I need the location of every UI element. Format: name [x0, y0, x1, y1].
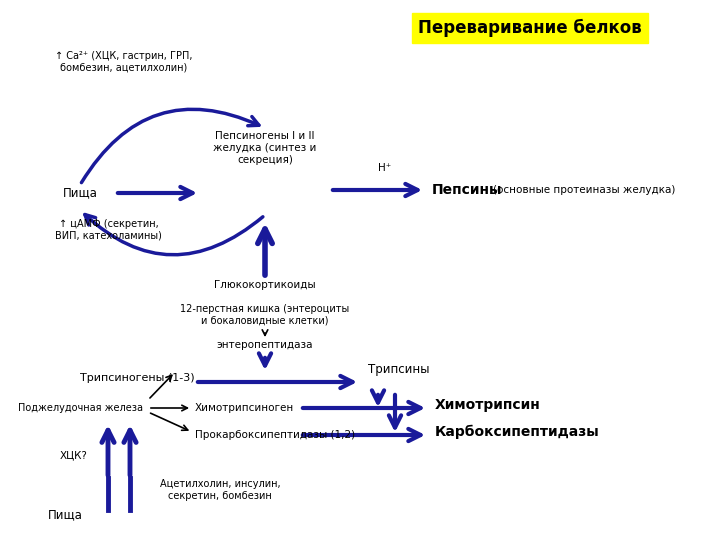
- Text: Поджелудочная железа: Поджелудочная железа: [18, 403, 143, 413]
- Text: Переваривание белков: Переваривание белков: [418, 19, 642, 37]
- Text: Прокарбоксипептидазы (1,2): Прокарбоксипептидазы (1,2): [195, 430, 355, 440]
- Text: энтеропептидаза: энтеропептидаза: [217, 340, 313, 350]
- Text: Ацетилхолин, инсулин,
секретин, бомбезин: Ацетилхолин, инсулин, секретин, бомбезин: [160, 479, 281, 501]
- Text: Пепсины: Пепсины: [432, 183, 503, 197]
- FancyArrowPatch shape: [81, 109, 259, 183]
- Text: Пища: Пища: [48, 509, 83, 522]
- Text: Карбоксипептидазы: Карбоксипептидазы: [435, 425, 600, 439]
- Text: Пища: Пища: [63, 186, 97, 199]
- Text: Трипсиногены (1-3): Трипсиногены (1-3): [80, 373, 194, 383]
- Text: Пепсиногены I и II
желудка (синтез и
секреция): Пепсиногены I и II желудка (синтез и сек…: [213, 131, 317, 165]
- Text: ↑ цАМФ (секретин,
ВИП, катехоламины): ↑ цАМФ (секретин, ВИП, катехоламины): [55, 219, 162, 241]
- Text: Трипсины: Трипсины: [368, 363, 430, 376]
- Text: ↑ Ca²⁺ (ХЦК, гастрин, ГРП,
бомбезин, ацетилхолин): ↑ Ca²⁺ (ХЦК, гастрин, ГРП, бомбезин, аце…: [55, 51, 192, 73]
- Text: Химотрипсин: Химотрипсин: [435, 398, 541, 412]
- Text: 12-перстная кишка (энтероциты
и бокаловидные клетки): 12-перстная кишка (энтероциты и бокалови…: [181, 304, 350, 326]
- Text: Химотрипсиноген: Химотрипсиноген: [195, 403, 294, 413]
- Text: H⁺: H⁺: [378, 163, 391, 173]
- Text: Глюкокортикоиды: Глюкокортикоиды: [214, 280, 316, 290]
- Text: (основные протеиназы желудка): (основные протеиназы желудка): [493, 185, 675, 195]
- FancyArrowPatch shape: [85, 214, 263, 255]
- Text: ХЦК?: ХЦК?: [60, 450, 88, 460]
